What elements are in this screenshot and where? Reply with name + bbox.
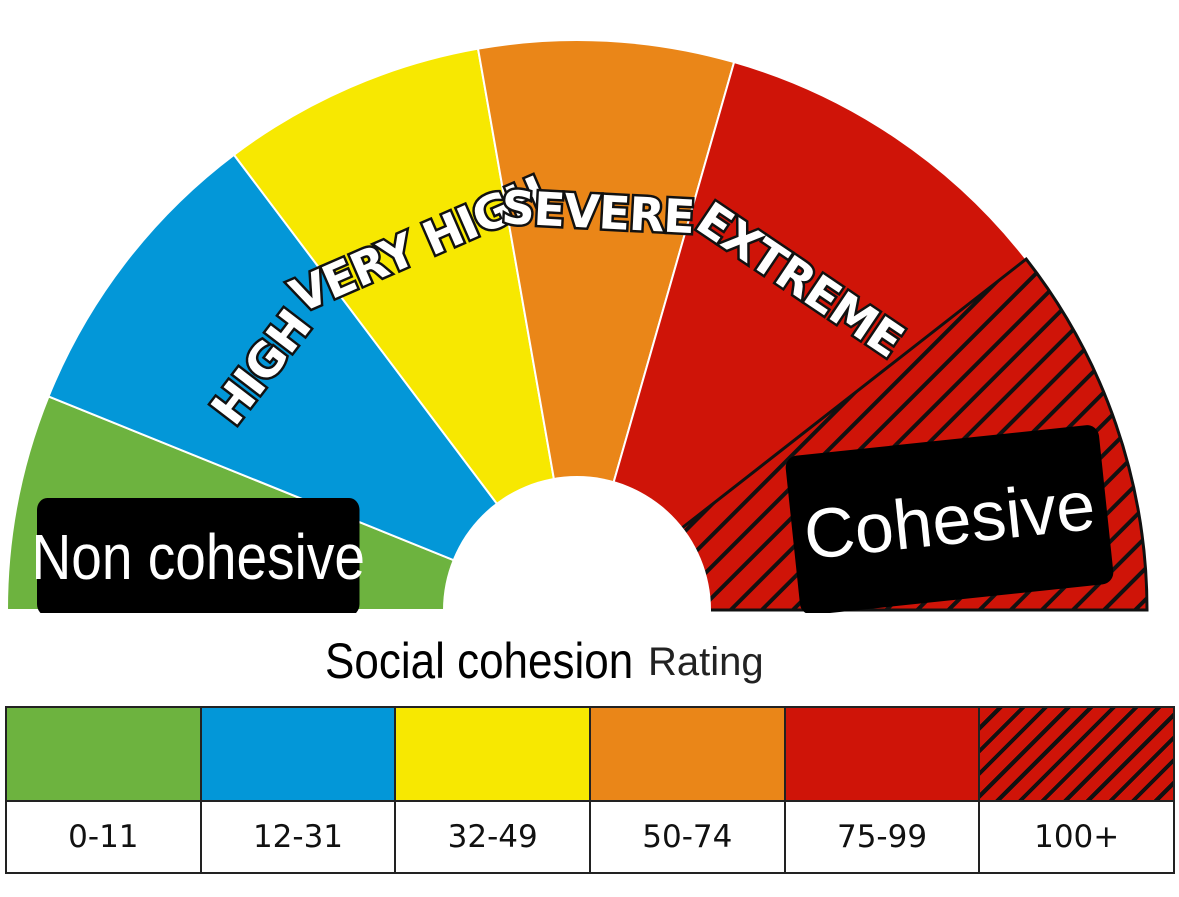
gauge: HIGH VERY HIGH SEVERE EXTREME (7, 39, 1149, 640)
cohesive-label: Cohesive (784, 423, 1115, 617)
legend-range: 12-31 (252, 819, 344, 855)
gauge-sector (476, 39, 736, 611)
axis-caption-strip (14, 613, 1050, 693)
legend-item: 75-99 (785, 708, 981, 872)
non-cohesive-label: Non cohesive (32, 498, 365, 616)
legend-range: 50-74 (642, 819, 733, 855)
legend-item: 50-74 (591, 708, 786, 872)
legend-range: 32-49 (447, 819, 538, 855)
legend-swatch-hatched-red (980, 708, 1174, 802)
legend-swatch-yellow (396, 708, 590, 802)
legend-range: 100+ (1034, 819, 1120, 855)
gauge-sector-label: SEVERE (500, 180, 695, 244)
legend-range: 0-11 (68, 819, 139, 855)
axis-title: Social cohesion (325, 633, 634, 689)
legend-item: 0-11 (7, 708, 202, 872)
legend-swatch-blue (201, 708, 395, 802)
legend-item: 32-49 (396, 708, 592, 872)
legend-range: 75-99 (836, 819, 928, 855)
gauge-sector (47, 153, 580, 613)
gauge-hub (443, 476, 711, 640)
gauge-sector (575, 60, 1028, 613)
legend-item: 12-31 (201, 708, 397, 872)
rating-legend: 0-11 12-31 32-49 50-74 75-99 100+ (5, 706, 1175, 874)
legend-swatch-green (7, 708, 200, 802)
legend-item: 100+ (980, 708, 1174, 872)
rating-label: Rating (648, 640, 764, 684)
legend-swatch-orange (591, 708, 784, 802)
legend-swatch-red (785, 708, 979, 802)
gauge-sector (232, 47, 578, 611)
